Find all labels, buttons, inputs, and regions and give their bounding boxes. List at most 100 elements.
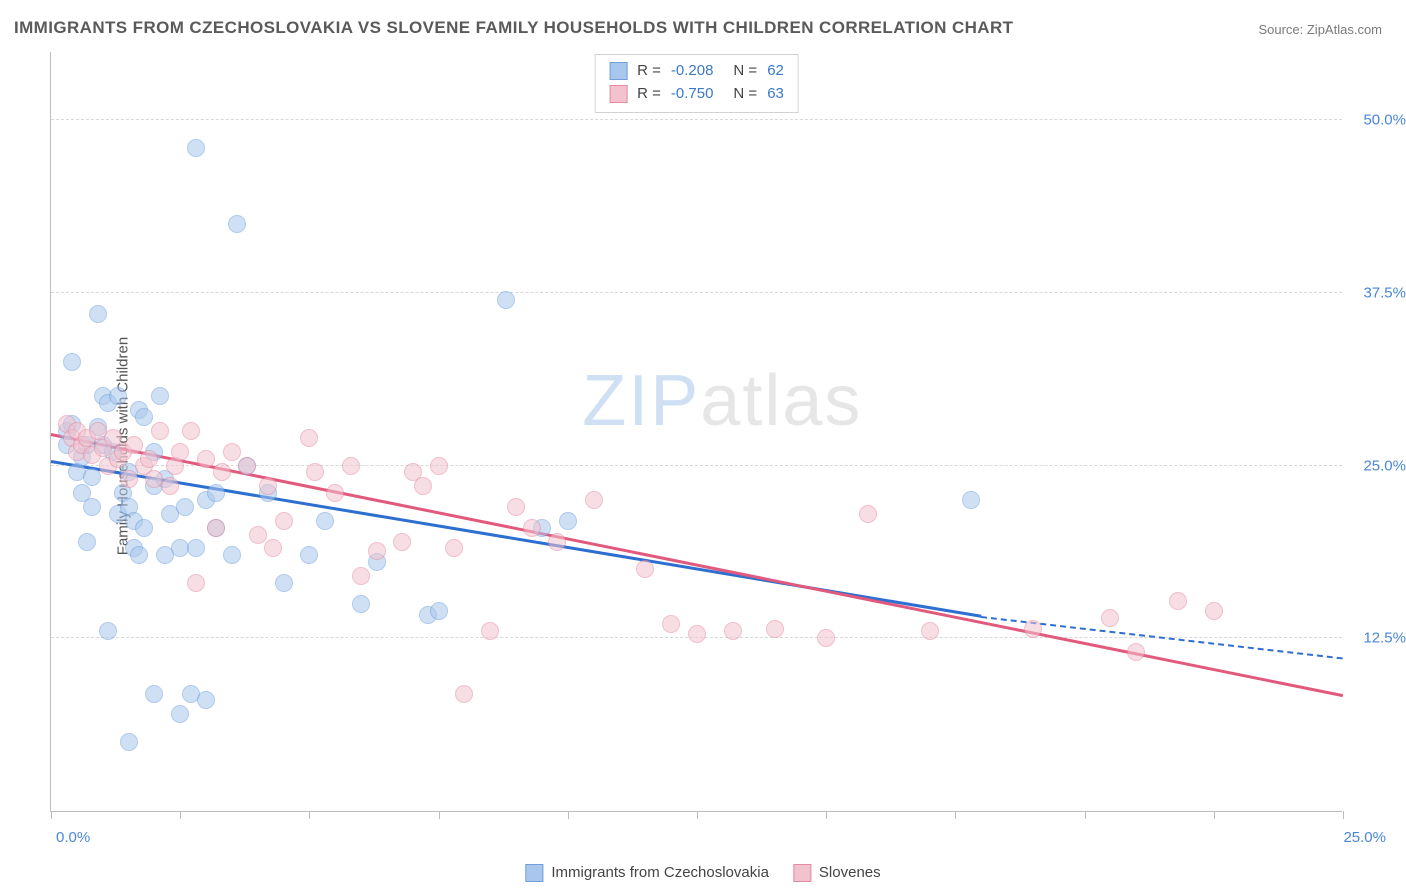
data-point xyxy=(688,625,706,643)
data-point xyxy=(187,539,205,557)
data-point xyxy=(275,512,293,530)
scatter-plot: ZIPatlas R = -0.208 N = 62 R = -0.750 N … xyxy=(50,52,1342,812)
data-point xyxy=(213,463,231,481)
y-tick-label: 50.0% xyxy=(1350,112,1406,129)
x-tick xyxy=(826,811,827,819)
data-point xyxy=(342,457,360,475)
y-tick-label: 25.0% xyxy=(1350,457,1406,474)
data-point xyxy=(120,470,138,488)
data-point xyxy=(171,705,189,723)
data-point xyxy=(197,691,215,709)
data-point xyxy=(859,505,877,523)
data-point xyxy=(455,685,473,703)
data-point xyxy=(326,484,344,502)
data-point xyxy=(316,512,334,530)
data-point xyxy=(135,519,153,537)
data-point xyxy=(430,602,448,620)
data-point xyxy=(445,539,463,557)
data-point xyxy=(1127,643,1145,661)
legend-row-series-b: R = -0.750 N = 63 xyxy=(609,83,784,106)
source-attribution: Source: ZipAtlas.com xyxy=(1258,22,1382,37)
data-point xyxy=(228,215,246,233)
data-point xyxy=(145,685,163,703)
data-point xyxy=(78,533,96,551)
data-point xyxy=(207,519,225,537)
watermark-atlas: atlas xyxy=(700,361,862,441)
x-tick xyxy=(180,811,181,819)
data-point xyxy=(1205,602,1223,620)
x-tick xyxy=(51,811,52,819)
legend-swatch-a-icon xyxy=(525,864,543,882)
data-point xyxy=(300,546,318,564)
data-point xyxy=(161,477,179,495)
data-point xyxy=(393,533,411,551)
watermark-zip: ZIP xyxy=(582,361,700,441)
legend-n-label: N = xyxy=(733,83,757,106)
data-point xyxy=(223,443,241,461)
series-legend: Immigrants from Czechoslovakia Slovenes xyxy=(525,864,880,882)
x-axis-max-label: 25.0% xyxy=(1343,829,1386,846)
x-tick xyxy=(568,811,569,819)
legend-item-a: Immigrants from Czechoslovakia xyxy=(525,864,769,882)
legend-row-series-a: R = -0.208 N = 62 xyxy=(609,60,784,83)
data-point xyxy=(1169,592,1187,610)
data-point xyxy=(83,468,101,486)
data-point xyxy=(275,574,293,592)
correlation-legend: R = -0.208 N = 62 R = -0.750 N = 63 xyxy=(594,54,799,113)
data-point xyxy=(585,491,603,509)
data-point xyxy=(238,457,256,475)
data-point xyxy=(99,622,117,640)
legend-label-a: Immigrants from Czechoslovakia xyxy=(551,864,769,881)
data-point xyxy=(63,353,81,371)
data-point xyxy=(497,291,515,309)
data-point xyxy=(259,477,277,495)
data-point xyxy=(151,387,169,405)
data-point xyxy=(507,498,525,516)
legend-n-value-a: 62 xyxy=(767,60,784,83)
data-point xyxy=(352,567,370,585)
data-point xyxy=(662,615,680,633)
x-axis-min-label: 0.0% xyxy=(56,829,90,846)
data-point xyxy=(89,305,107,323)
legend-item-b: Slovenes xyxy=(793,864,881,882)
data-point xyxy=(352,595,370,613)
data-point xyxy=(817,629,835,647)
data-point xyxy=(430,457,448,475)
legend-n-value-b: 63 xyxy=(767,83,784,106)
data-point xyxy=(130,546,148,564)
data-point xyxy=(414,477,432,495)
data-point xyxy=(207,484,225,502)
data-point xyxy=(120,733,138,751)
legend-swatch-b-icon xyxy=(793,864,811,882)
watermark: ZIPatlas xyxy=(582,360,862,442)
legend-swatch-a xyxy=(609,62,627,80)
data-point xyxy=(197,450,215,468)
data-point xyxy=(921,622,939,640)
chart-title: IMMIGRANTS FROM CZECHOSLOVAKIA VS SLOVEN… xyxy=(14,18,1013,38)
data-point xyxy=(83,498,101,516)
data-point xyxy=(1024,620,1042,638)
data-point xyxy=(264,539,282,557)
data-point xyxy=(523,519,541,537)
data-point xyxy=(171,443,189,461)
legend-r-value-a: -0.208 xyxy=(671,60,714,83)
data-point xyxy=(724,622,742,640)
y-tick-label: 12.5% xyxy=(1350,630,1406,647)
x-tick xyxy=(697,811,698,819)
gridline xyxy=(51,292,1342,293)
data-point xyxy=(766,620,784,638)
data-point xyxy=(187,139,205,157)
x-tick xyxy=(439,811,440,819)
legend-label-b: Slovenes xyxy=(819,864,881,881)
data-point xyxy=(125,436,143,454)
data-point xyxy=(559,512,577,530)
legend-swatch-b xyxy=(609,85,627,103)
data-point xyxy=(962,491,980,509)
x-tick xyxy=(1343,811,1344,819)
data-point xyxy=(187,574,205,592)
data-point xyxy=(481,622,499,640)
data-point xyxy=(306,463,324,481)
x-tick xyxy=(1214,811,1215,819)
y-tick-label: 37.5% xyxy=(1350,284,1406,301)
x-tick xyxy=(1085,811,1086,819)
